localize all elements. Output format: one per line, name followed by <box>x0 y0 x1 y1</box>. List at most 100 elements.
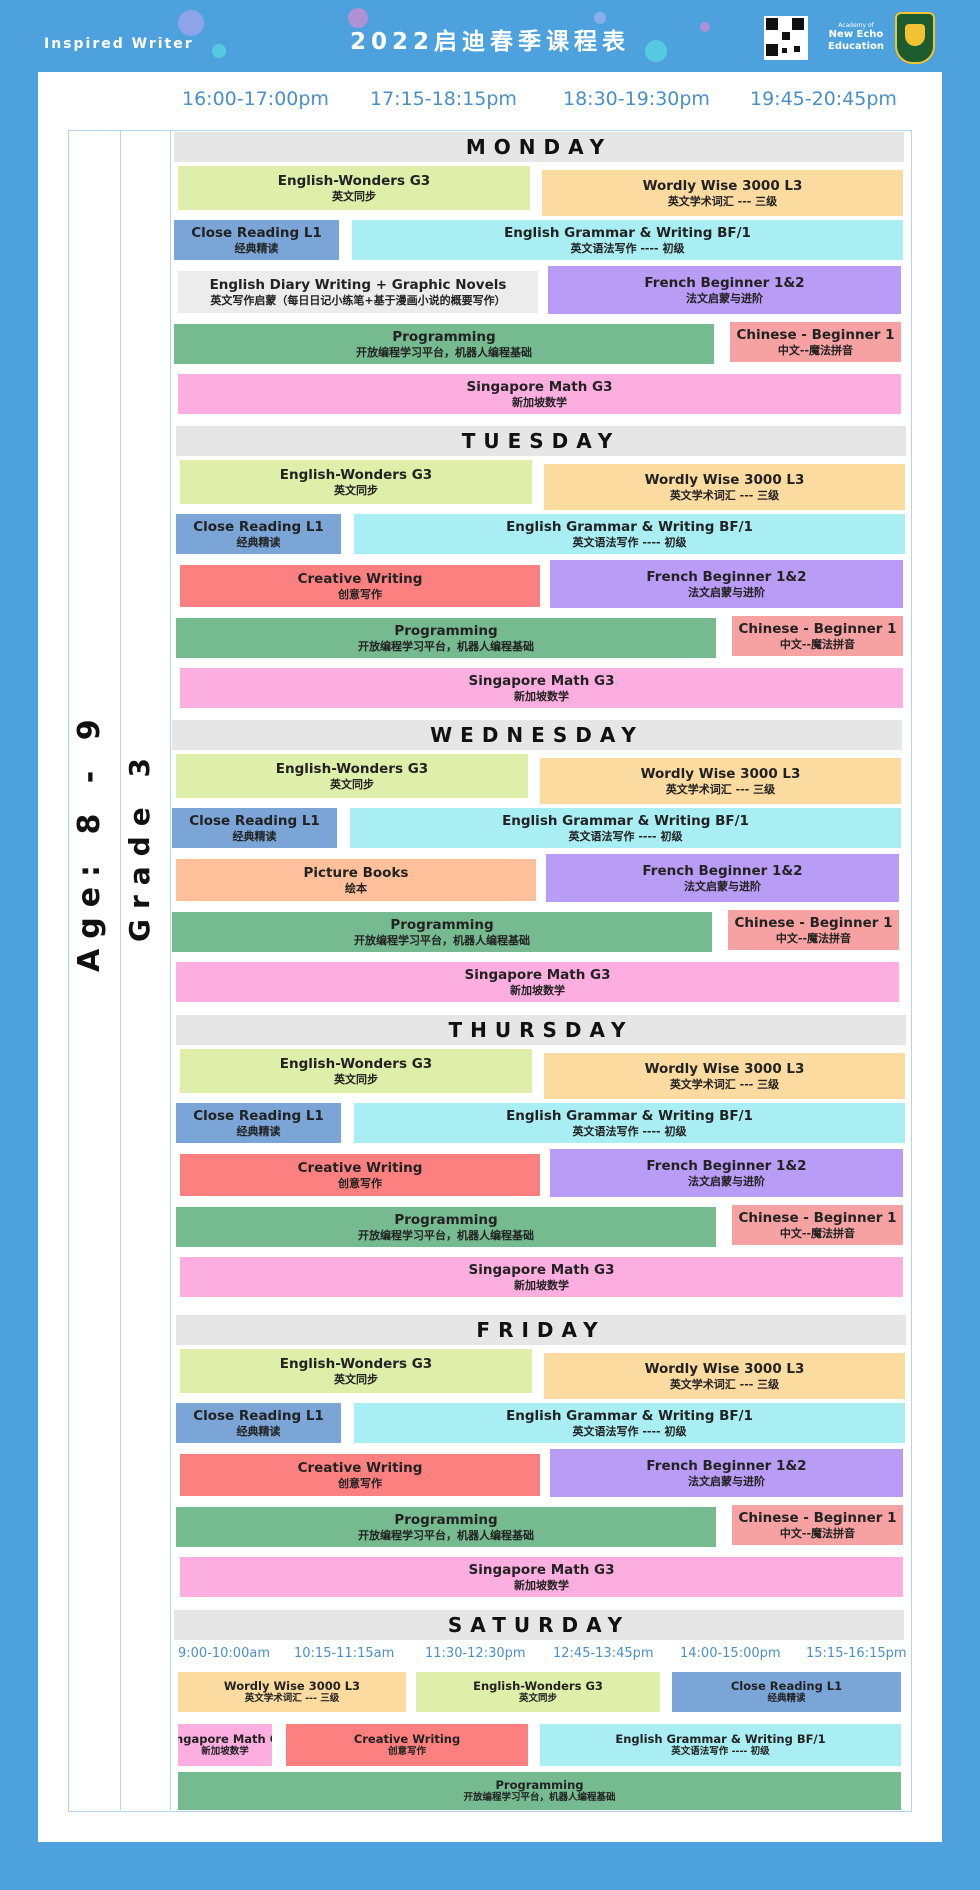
course-title: Picture Books <box>303 864 409 881</box>
wordly-wise: Wordly Wise 3000 L3 英文学术词汇 --- 三级 <box>540 758 901 804</box>
course-title: Close Reading L1 <box>189 812 320 829</box>
academy-line1: New Echo <box>828 29 884 40</box>
course-title: Programming <box>392 328 496 345</box>
french: French Beginner 1&2 法文启蒙与进阶 <box>550 1449 903 1497</box>
course-subtitle: 英文学术词汇 --- 三级 <box>669 1377 780 1391</box>
writing-slot: Creative Writing 创意写作 <box>180 1454 540 1496</box>
chinese: Chinese - Beginner 1 中文--魔法拼音 <box>732 1505 903 1545</box>
course-title: Singapore Math G3 <box>468 672 615 689</box>
time-slot-4: 19:45-20:45pm <box>750 88 897 110</box>
course-subtitle: 开放编程学习平台，机器人编程基础 <box>463 1792 616 1803</box>
saturday-time-slot-3: 11:30-12:30pm <box>425 1646 526 1661</box>
course-subtitle: 英文写作启蒙（每日日记小练笔+基于漫画小说的概要写作） <box>210 293 506 307</box>
course-subtitle: 英文同步 <box>518 1693 557 1704</box>
course-subtitle: 绘本 <box>345 881 367 895</box>
course-subtitle: 英文学术词汇 --- 三级 <box>244 1693 340 1704</box>
english-wonders: English-Wonders G3 英文同步 <box>176 754 528 798</box>
course-subtitle: 法文启蒙与进阶 <box>684 879 761 893</box>
course-subtitle: 英文学术词汇 --- 三级 <box>669 1077 780 1091</box>
day-header-wednesday: WEDNESDAY <box>172 720 902 750</box>
course-title: English-Wonders G3 <box>275 760 429 777</box>
page-title: 2022启迪春季课程表 <box>349 29 630 55</box>
french: French Beginner 1&2 法文启蒙与进阶 <box>550 1149 903 1197</box>
course-title: English-Wonders G3 <box>473 1679 603 1693</box>
chinese: Chinese - Beginner 1 中文--魔法拼音 <box>732 616 903 656</box>
saturday-time-slot-1: 9:00-10:00am <box>178 1646 270 1661</box>
course-title: Creative Writing <box>297 1159 423 1176</box>
course-subtitle: 英文同步 <box>334 483 378 497</box>
course-title: Singapore Math G3 <box>466 378 613 395</box>
course-subtitle: 英文学术词汇 --- 三级 <box>669 488 780 502</box>
course-title: Wordly Wise 3000 L3 <box>223 1679 361 1693</box>
course-title: Close Reading L1 <box>193 1407 324 1424</box>
writing-slot: English Diary Writing + Graphic Novels 英文… <box>178 271 538 313</box>
age-label: Age: 8 - 9 <box>72 709 107 972</box>
course-subtitle: 创意写作 <box>338 587 382 601</box>
close-reading: Close Reading L1 经典精读 <box>172 808 337 848</box>
course-subtitle: 开放编程学习平台，机器人编程基础 <box>358 1228 534 1242</box>
course-subtitle: 开放编程学习平台，机器人编程基础 <box>354 933 530 947</box>
course-subtitle: 经典精读 <box>236 535 281 549</box>
course-title: Singapore Math G3 <box>468 1561 615 1578</box>
course-title: Wordly Wise 3000 L3 <box>644 1360 805 1377</box>
grammar-writing: English Grammar & Writing BF/1 英文语法写作 ---… <box>354 514 905 554</box>
course-title: Programming <box>394 1511 498 1528</box>
course-title: Close Reading L1 <box>191 224 322 241</box>
course-subtitle: 创意写作 <box>387 1746 426 1757</box>
brand-text: Inspired Writer <box>44 36 194 52</box>
course-title: Chinese - Beginner 1 <box>736 326 895 343</box>
course-subtitle: 中文--魔法拼音 <box>779 1226 856 1240</box>
course-title: Programming <box>394 622 498 639</box>
close-reading: Close Reading L1 经典精读 <box>672 1672 901 1712</box>
close-reading: Close Reading L1 经典精读 <box>176 514 341 554</box>
course-title: French Beginner 1&2 <box>646 568 807 585</box>
programming: Programming 开放编程学习平台，机器人编程基础 <box>176 618 716 658</box>
course-title: Programming <box>390 916 494 933</box>
course-title: Close Reading L1 <box>730 1679 843 1693</box>
course-subtitle: 法文启蒙与进阶 <box>688 1174 765 1188</box>
programming: Programming 开放编程学习平台，机器人编程基础 <box>176 1507 716 1547</box>
grammar-writing: English Grammar & Writing BF/1 英文语法写作 ---… <box>350 808 901 848</box>
course-subtitle: 新加坡数学 <box>510 983 565 997</box>
saturday-time-slot-4: 12:45-13:45pm <box>553 1646 654 1661</box>
programming: Programming 开放编程学习平台，机器人编程基础 <box>172 912 712 952</box>
chinese: Chinese - Beginner 1 中文--魔法拼音 <box>728 910 899 950</box>
course-title: English Grammar & Writing BF/1 <box>506 1407 753 1424</box>
course-subtitle: 英文语法写作 ---- 初级 <box>572 1124 687 1138</box>
course-subtitle: 开放编程学习平台，机器人编程基础 <box>358 639 534 653</box>
course-title: English Diary Writing + Graphic Novels <box>209 276 507 293</box>
course-title: English Grammar & Writing BF/1 <box>502 812 749 829</box>
english-wonders: English-Wonders G3 英文同步 <box>180 460 532 504</box>
course-subtitle: 中文--魔法拼音 <box>777 343 854 357</box>
course-title: Close Reading L1 <box>193 1107 324 1124</box>
course-subtitle: 英文同步 <box>334 1372 378 1386</box>
course-subtitle: 经典精读 <box>232 829 277 843</box>
course-subtitle: 新加坡数学 <box>514 1278 569 1292</box>
grammar-writing: English Grammar & Writing BF/1 英文语法写作 ---… <box>352 220 903 260</box>
course-subtitle: 英文语法写作 ---- 初级 <box>568 829 683 843</box>
course-title: Singapore Math G3 <box>464 966 611 983</box>
course-subtitle: 中文--魔法拼音 <box>775 931 852 945</box>
course-title: French Beginner 1&2 <box>644 274 805 291</box>
day-header-thursday: THURSDAY <box>176 1015 906 1045</box>
course-title: English-Wonders G3 <box>279 466 433 483</box>
time-slot-3: 18:30-19:30pm <box>563 88 710 110</box>
course-subtitle: 中文--魔法拼音 <box>779 637 856 651</box>
course-subtitle: 经典精读 <box>767 1693 806 1704</box>
academy-logo-text: Academy of New Echo Education <box>828 22 884 53</box>
course-subtitle: 新加坡数学 <box>512 395 567 409</box>
english-wonders: English-Wonders G3 英文同步 <box>180 1049 532 1093</box>
saturday-time-slot-5: 14:00-15:00pm <box>680 1646 781 1661</box>
course-subtitle: 英文语法写作 ---- 初级 <box>570 241 685 255</box>
course-title: French Beginner 1&2 <box>646 1157 807 1174</box>
day-header-friday: FRIDAY <box>176 1315 906 1345</box>
day-header-saturday: SATURDAY <box>174 1610 904 1640</box>
wordly-wise: Wordly Wise 3000 L3 英文学术词汇 --- 三级 <box>544 1053 905 1099</box>
course-title: Close Reading L1 <box>193 518 324 535</box>
course-subtitle: 法文启蒙与进阶 <box>688 1474 765 1488</box>
course-subtitle: 英文语法写作 ---- 初级 <box>572 535 687 549</box>
course-title: English Grammar & Writing BF/1 <box>504 224 751 241</box>
grammar-writing: English Grammar & Writing BF/1 英文语法写作 ---… <box>354 1103 905 1143</box>
